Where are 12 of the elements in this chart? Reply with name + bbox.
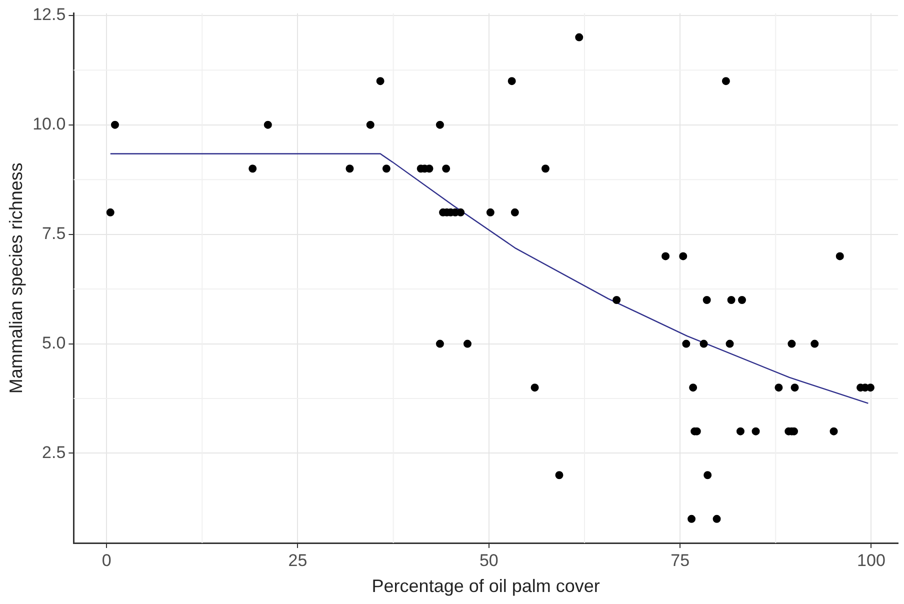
x-tick-label: 50 xyxy=(479,550,498,570)
y-tick-label: 2.5 xyxy=(42,442,66,462)
y-tick-label: 5.0 xyxy=(42,333,66,352)
x-axis-title: Percentage of oil palm cover xyxy=(372,576,600,596)
x-tick-label: 25 xyxy=(288,550,308,570)
x-tick-label: 100 xyxy=(857,550,886,570)
y-axis-title: Mammalian species richness xyxy=(6,162,26,394)
x-tick-label: 0 xyxy=(102,550,112,570)
y-tick-label: 12.5 xyxy=(32,5,66,24)
y-tick-label: 10.0 xyxy=(32,114,66,134)
x-tick-label: 75 xyxy=(670,550,690,570)
y-tick-label: 7.5 xyxy=(42,224,66,243)
